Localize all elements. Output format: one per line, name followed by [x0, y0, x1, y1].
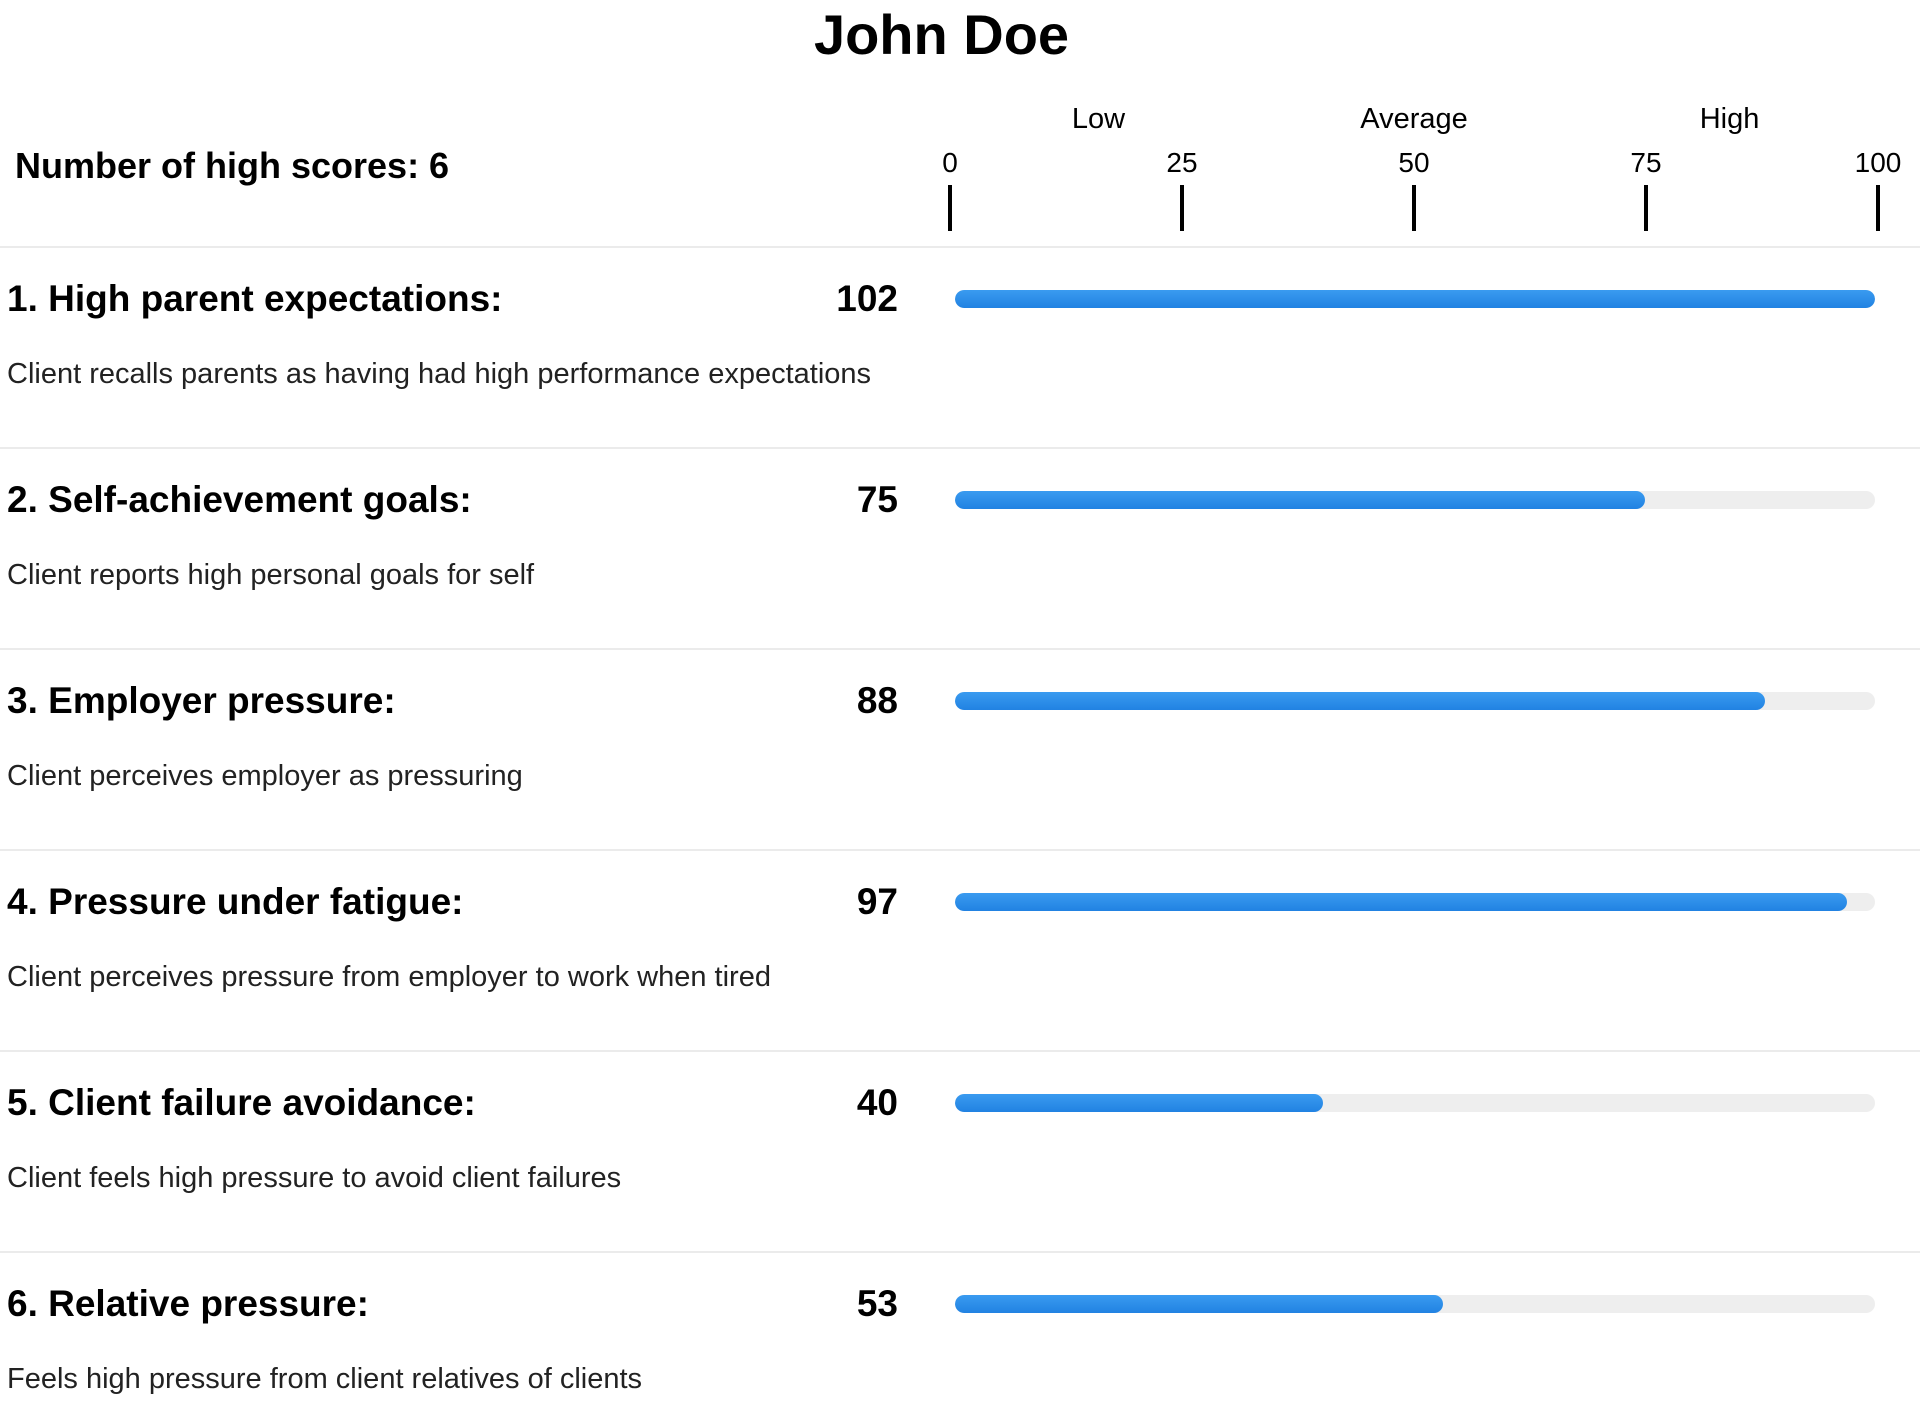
score-title: 6. Relative pressure: [7, 1283, 369, 1324]
tick-label-75: 75 [1630, 147, 1662, 178]
score-row: 3. Employer pressure: 88 Client perceive… [0, 650, 1920, 851]
score-bar-fill [955, 1295, 1443, 1313]
tick-label-25: 25 [1166, 147, 1198, 178]
tick-label-0: 0 [942, 147, 958, 178]
score-row: 4. Pressure under fatigue: 97 Client per… [0, 851, 1920, 1052]
score-bar-fill [955, 893, 1848, 911]
score-bar-track [955, 290, 1875, 308]
level-label-low: Low [1071, 103, 1126, 135]
score-list: 1. High parent expectations: 102 Client … [0, 248, 1920, 1419]
tick-label-50: 50 [1398, 147, 1430, 178]
score-title: 3. Employer pressure: [7, 680, 396, 721]
score-title: 1. High parent expectations: [7, 278, 503, 319]
score-value: 40 [856, 1082, 898, 1123]
score-value: 75 [856, 479, 898, 520]
score-bar-fill [955, 1094, 1323, 1112]
scale-header: Number of high scores: 6 Low Average Hig… [0, 95, 1920, 243]
score-description: Client recalls parents as having had hig… [7, 358, 872, 390]
score-bar-track [955, 893, 1875, 911]
score-value: 102 [836, 278, 898, 319]
level-label-average: Average [1360, 103, 1468, 135]
score-title: 5. Client failure avoidance: [7, 1082, 476, 1123]
score-bar-fill [955, 491, 1645, 509]
tick-mark [1644, 185, 1648, 231]
score-title: 2. Self-achievement goals: [7, 479, 472, 520]
high-scores-count: Number of high scores: 6 [15, 145, 450, 186]
tick-mark [1876, 185, 1880, 231]
score-value: 97 [856, 881, 898, 922]
tick-mark [948, 185, 952, 231]
score-value: 53 [856, 1283, 898, 1324]
score-bar-track [955, 491, 1875, 509]
page-title: John Doe [813, 3, 1070, 66]
tick-mark [1412, 185, 1416, 231]
level-label-high: High [1699, 103, 1760, 135]
score-bar-track [955, 692, 1875, 710]
score-title: 4. Pressure under fatigue: [7, 881, 464, 922]
score-row: 5. Client failure avoidance: 40 Client f… [0, 1052, 1920, 1253]
score-bar-track [955, 1295, 1875, 1313]
tick-mark [1180, 185, 1184, 231]
score-bar-fill [955, 290, 1875, 308]
score-row: 6. Relative pressure: 53 Feels high pres… [0, 1253, 1920, 1419]
score-value: 88 [856, 680, 898, 721]
score-description: Client perceives employer as pressuring [7, 760, 523, 792]
header-divider [0, 246, 1920, 248]
score-description: Feels high pressure from client relative… [7, 1363, 643, 1395]
score-row: 2. Self-achievement goals: 75 Client rep… [0, 449, 1920, 650]
score-description: Client feels high pressure to avoid clie… [7, 1162, 622, 1194]
score-description: Client reports high personal goals for s… [7, 559, 535, 591]
score-bar-fill [955, 692, 1765, 710]
score-row: 1. High parent expectations: 102 Client … [0, 248, 1920, 449]
tick-label-100: 100 [1854, 147, 1902, 178]
score-bar-track [955, 1094, 1875, 1112]
score-description: Client perceives pressure from employer … [7, 961, 771, 993]
